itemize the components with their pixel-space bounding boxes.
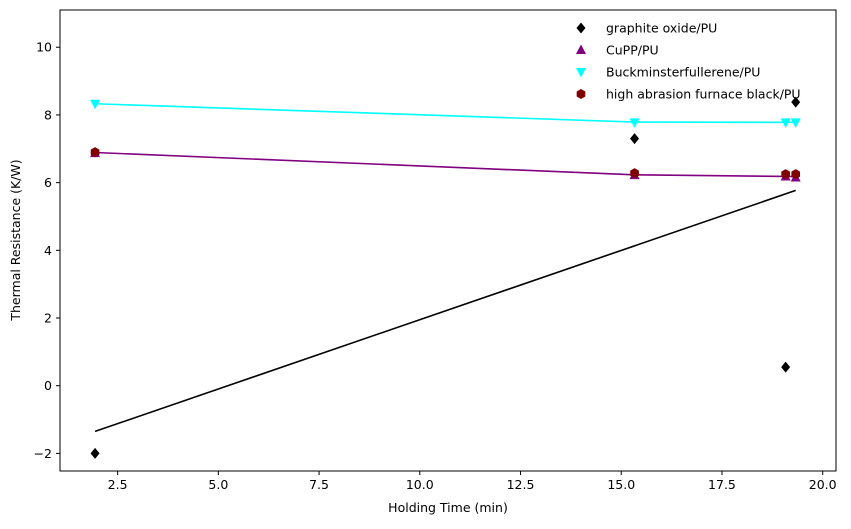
data-point xyxy=(781,361,791,373)
legend: graphite oxide/PU CuPP/PU Buckminsterfulle… xyxy=(576,21,801,102)
fit-lines-layer xyxy=(94,102,796,433)
legend-label: CuPP/PU xyxy=(606,43,659,58)
y-tick-label: 8 xyxy=(44,107,52,122)
data-point xyxy=(630,133,640,145)
data-point xyxy=(790,118,801,128)
x-axis-title: Holding Time (min) xyxy=(388,500,508,515)
y-tick-label: 2 xyxy=(44,311,52,326)
data-point xyxy=(90,147,100,158)
y-tick-label: 0 xyxy=(44,378,52,393)
data-point xyxy=(90,99,101,110)
fit-line xyxy=(95,102,796,124)
y-tick-label: 6 xyxy=(44,175,52,190)
y-tick-label: −2 xyxy=(34,446,52,461)
legend-label: high abrasion furnace black/PU xyxy=(606,87,801,102)
data-point xyxy=(781,169,790,180)
y-tick-label: 4 xyxy=(44,243,52,258)
legend-marker xyxy=(576,22,586,34)
fit-line xyxy=(95,151,796,178)
y-tick-label: 10 xyxy=(36,40,52,55)
data-point xyxy=(630,168,639,179)
legend-label: Buckminsterfullerene/PU xyxy=(606,65,760,80)
data-point xyxy=(791,169,801,180)
data-points-layer xyxy=(90,96,801,459)
y-axis-title: Thermal Resistance (K/W) xyxy=(8,159,23,321)
x-tick-label: 5.0 xyxy=(208,477,228,492)
fit-line xyxy=(94,189,796,433)
x-tick-label: 17.5 xyxy=(708,477,736,492)
data-point xyxy=(791,96,801,108)
plot-area-frame xyxy=(59,9,837,472)
x-tick-label: 15.0 xyxy=(607,477,635,492)
data-point xyxy=(780,118,791,128)
x-tick-label: 20.0 xyxy=(809,477,837,492)
legend-marker xyxy=(576,68,586,78)
data-point xyxy=(90,447,100,459)
legend-label: graphite oxide/PU xyxy=(606,21,717,36)
data-point xyxy=(629,118,640,128)
legend-marker xyxy=(576,89,586,99)
y-axis: −2 0 2 4 6 8 10 xyxy=(34,40,60,461)
x-axis: 2.5 5.0 7.5 10.0 12.5 15.0 17.5 20.0 xyxy=(108,471,837,492)
legend-marker xyxy=(576,44,586,54)
x-tick-label: 7.5 xyxy=(309,477,329,492)
x-tick-label: 2.5 xyxy=(108,477,128,492)
x-tick-label: 12.5 xyxy=(507,477,535,492)
x-tick-label: 10.0 xyxy=(406,477,434,492)
